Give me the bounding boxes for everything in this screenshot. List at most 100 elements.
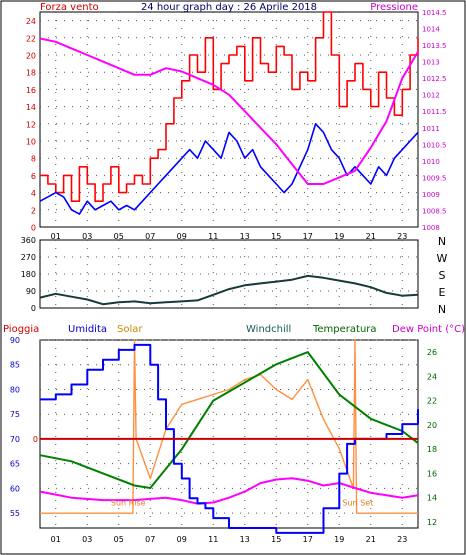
sunset-annotation: Sun Set <box>342 499 373 508</box>
wind-left-tick-label: 6 <box>31 172 36 181</box>
humidity-tick-label: 55 <box>10 509 20 518</box>
temp-x-tick-label: 13 <box>240 535 250 544</box>
direction-left-tick-label: 90 <box>26 287 36 296</box>
temp-x-tick-label: 17 <box>303 535 313 544</box>
wind-x-tick-label: 11 <box>208 232 218 241</box>
direction-left-tick-label: 0 <box>31 304 36 313</box>
series-temperatura <box>39 351 419 489</box>
series-forza-vento <box>40 11 419 202</box>
wind-right-tick-label: 1011 <box>422 125 440 133</box>
wind-x-tick-label: 07 <box>145 232 155 241</box>
wind-right-tick-label: 1009 <box>422 191 440 199</box>
wind-left-tick-label: 0 <box>31 224 36 233</box>
wind-x-tick-label: 21 <box>366 232 376 241</box>
legend-item: Windchill <box>246 324 291 335</box>
wind-left-tick-label: 8 <box>31 155 36 164</box>
wind-right-tick-label: 1010.5 <box>422 141 447 149</box>
series-dew-point-c- <box>39 477 419 505</box>
wind-x-tick-label: 01 <box>51 232 61 241</box>
wind-right-tick-label: 1008 <box>422 224 440 232</box>
legend-item: Pioggia <box>3 324 39 335</box>
wind-x-tick-label: 05 <box>114 232 124 241</box>
wind-x-tick-label: 19 <box>334 232 344 241</box>
temperature-tick-label: 22 <box>427 397 437 406</box>
sunrise-annotation: Sun Rise <box>111 499 146 508</box>
series-solar <box>40 339 418 514</box>
series-umidita <box>40 343 419 534</box>
humidity-tick-label: 65 <box>10 460 20 469</box>
humidity-tick-label: 90 <box>10 336 20 345</box>
temperature-tick-label: 26 <box>427 348 437 357</box>
temp-x-tick-label: 23 <box>397 535 407 544</box>
chart-title: 24 hour graph day : 26 Aprile 2018 <box>141 2 317 13</box>
series-pressione <box>39 37 419 185</box>
wind-left-axis-title: Forza vento <box>40 2 99 13</box>
wind-left-tick-label: 20 <box>26 52 36 61</box>
wind-left-tick-label: 12 <box>26 120 36 129</box>
wind-right-axis-title: Pressione <box>370 2 418 13</box>
wind-x-tick-label: 23 <box>397 232 407 241</box>
wind-x-tick-label: 17 <box>303 232 313 241</box>
wind-right-tick-label: 1014.5 <box>422 9 447 17</box>
wind-left-tick-label: 2 <box>31 206 36 215</box>
temperature-tick-label: 16 <box>427 469 437 478</box>
wind-right-tick-label: 1012.5 <box>422 75 447 83</box>
wind-left-tick-label: 16 <box>26 86 36 95</box>
wind-left-tick-label: 18 <box>26 69 36 78</box>
legend-item: Solar <box>117 324 143 335</box>
temperature-tick-label: 18 <box>427 445 437 454</box>
legend-item: Umidita <box>68 324 107 335</box>
temp-x-tick-label: 19 <box>334 535 344 544</box>
direction-left-tick-label: 270 <box>21 253 36 262</box>
wind-right-tick-label: 1011.5 <box>422 108 447 116</box>
humidity-tick-label: 60 <box>10 484 20 493</box>
temperature-tick-label: 24 <box>427 372 437 381</box>
temp-x-tick-label: 03 <box>82 535 92 544</box>
direction-compass-label: E <box>439 286 446 299</box>
temp-x-tick-label: 07 <box>145 535 155 544</box>
wind-right-tick-label: 1014 <box>422 26 440 34</box>
wind-x-tick-label: 03 <box>82 232 92 241</box>
rain-zero-label: 0 <box>33 435 38 444</box>
wind-right-tick-label: 1009.5 <box>422 174 447 182</box>
series-direzione-vento <box>39 274 419 306</box>
direction-compass-label: N <box>438 303 446 316</box>
temperature-tick-label: 12 <box>427 518 437 527</box>
wind-left-tick-label: 4 <box>31 189 36 198</box>
direction-compass-label: N <box>438 235 446 248</box>
temp-x-tick-label: 09 <box>177 535 187 544</box>
direction-left-tick-label: 180 <box>21 270 36 279</box>
wind-right-tick-label: 1010 <box>422 158 440 166</box>
temp-x-tick-label: 05 <box>114 535 124 544</box>
wind-right-tick-label: 1013.5 <box>422 42 447 50</box>
temperature-tick-label: 14 <box>427 494 437 503</box>
wind-left-tick-label: 10 <box>26 138 36 147</box>
humidity-tick-label: 85 <box>10 361 20 370</box>
series-media-vento <box>39 123 419 215</box>
wind-x-tick-label: 15 <box>271 232 281 241</box>
temp-x-tick-label: 11 <box>208 535 218 544</box>
direction-plot-area <box>39 239 419 309</box>
wind-x-tick-label: 09 <box>177 232 187 241</box>
humidity-tick-label: 75 <box>10 410 20 419</box>
legend-item: Dew Point (°C) <box>392 324 465 335</box>
temperature-tick-label: 20 <box>427 421 437 430</box>
legend-item: Temperatura <box>312 324 377 335</box>
wind-left-tick-label: 22 <box>26 34 36 43</box>
temp-x-tick-label: 15 <box>271 535 281 544</box>
humidity-tick-label: 70 <box>10 435 20 444</box>
wind-x-tick-label: 13 <box>240 232 250 241</box>
wind-right-tick-label: 1008.5 <box>422 207 447 215</box>
humidity-tick-label: 80 <box>10 385 20 394</box>
wind-right-tick-label: 1013 <box>422 59 440 67</box>
direction-compass-label: W <box>437 252 448 265</box>
temp-x-tick-label: 21 <box>366 535 376 544</box>
temp-x-tick-label: 01 <box>51 535 61 544</box>
wind-right-tick-label: 1012 <box>422 92 440 100</box>
direction-compass-label: S <box>439 269 446 282</box>
wind-plot-area <box>39 11 419 228</box>
direction-left-tick-label: 360 <box>21 236 36 245</box>
